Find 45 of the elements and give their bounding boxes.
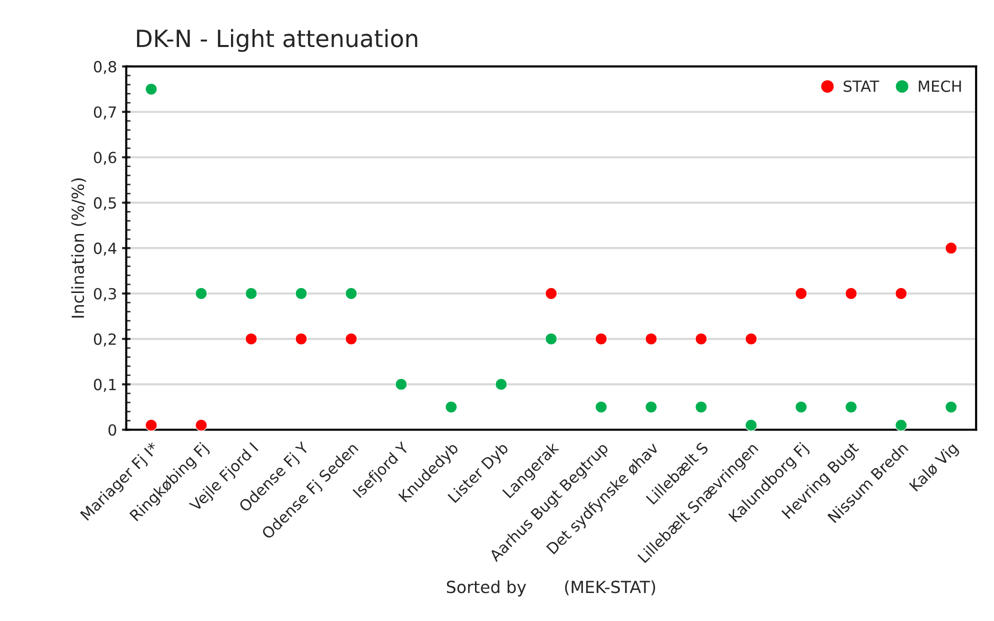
y-tick-label: 0,5 <box>94 197 116 210</box>
point <box>345 287 358 300</box>
y-tick-label: 0,4 <box>94 242 116 256</box>
y-tick-label: 0,7 <box>94 106 116 120</box>
point <box>545 332 558 346</box>
y-tick-label: 0,8 <box>94 60 116 74</box>
y-tick-label: 0 <box>108 424 116 436</box>
point <box>944 400 958 414</box>
point <box>794 400 808 414</box>
point <box>545 287 558 300</box>
point <box>295 332 308 346</box>
point <box>395 378 408 390</box>
point <box>844 400 858 414</box>
y-axis-title: Inclination (%/%) <box>71 178 86 318</box>
point <box>295 287 308 300</box>
x-axis-title: Sorted by (MEK-STAT) <box>446 580 656 596</box>
point <box>445 400 458 414</box>
y-tick-label: 0,6 <box>94 152 116 165</box>
point <box>645 332 658 346</box>
point <box>245 332 258 346</box>
point <box>595 400 608 414</box>
point <box>794 287 808 300</box>
point <box>595 332 608 346</box>
point <box>894 287 908 300</box>
point <box>645 400 658 414</box>
legend-label: MECH <box>918 80 961 92</box>
point <box>694 332 708 346</box>
point <box>744 419 758 432</box>
chart-title: DK-N - Light attenuation <box>137 29 418 52</box>
point <box>894 419 908 432</box>
y-tick-label: 0,1 <box>94 378 116 392</box>
point <box>694 400 708 414</box>
point <box>844 287 858 300</box>
point <box>495 378 508 390</box>
point <box>944 242 958 254</box>
point <box>345 332 358 346</box>
point <box>245 287 258 300</box>
legend-label: STAT <box>844 80 880 92</box>
point <box>145 82 158 96</box>
y-tick-label: 0,2 <box>94 333 116 346</box>
point <box>744 332 758 346</box>
point <box>145 419 158 432</box>
point <box>195 419 208 432</box>
point <box>195 287 208 300</box>
y-tick-label: 0,3 <box>94 288 116 302</box>
